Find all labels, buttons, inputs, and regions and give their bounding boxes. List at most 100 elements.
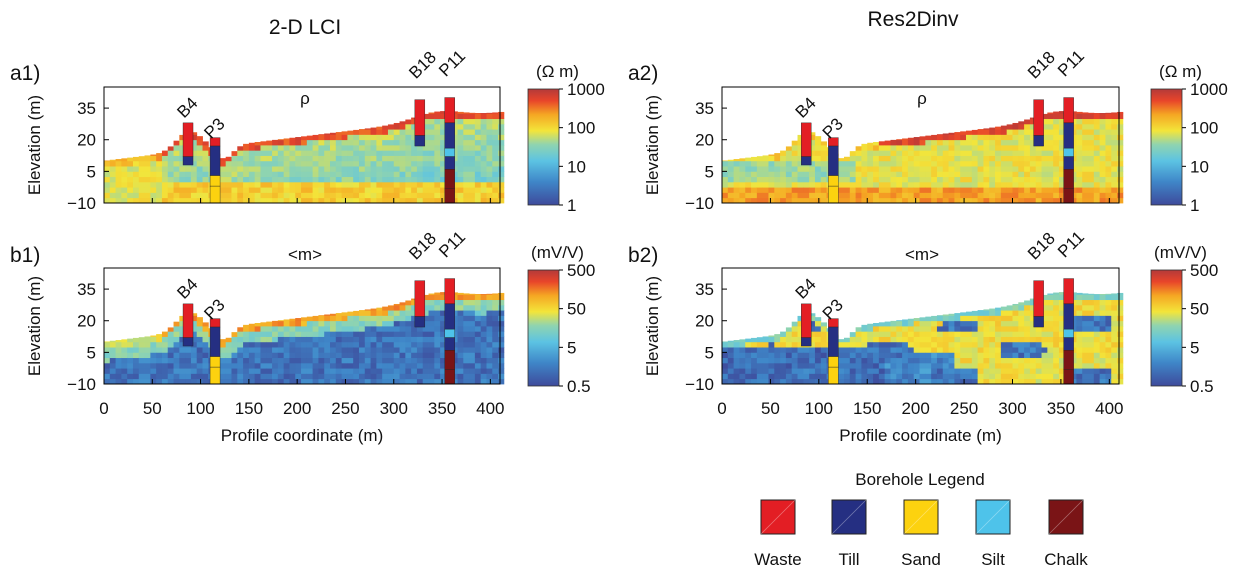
model-cell	[283, 320, 290, 327]
model-cell	[138, 187, 145, 193]
model-cell	[1099, 160, 1106, 167]
model-cell	[132, 352, 140, 359]
model-cell	[132, 171, 140, 178]
model-cell	[469, 187, 476, 193]
model-cell	[954, 166, 961, 172]
model-cell	[492, 368, 499, 374]
model-cell	[179, 326, 186, 332]
model-cell	[474, 347, 482, 353]
model-cell	[463, 123, 470, 130]
model-cell	[428, 187, 435, 193]
model-cell	[791, 171, 798, 178]
model-cell	[219, 171, 227, 178]
model-cell	[127, 181, 134, 188]
model-cell	[335, 192, 342, 199]
model-cell	[780, 362, 787, 369]
model-cell	[167, 166, 174, 172]
model-cell	[306, 181, 314, 188]
model-cell	[469, 139, 476, 146]
model-cell	[907, 192, 915, 199]
model-cell	[861, 181, 868, 188]
borehole-layer	[1033, 316, 1044, 328]
model-cell	[190, 145, 198, 151]
model-cell	[966, 192, 973, 199]
model-cell	[936, 155, 944, 162]
model-cell	[283, 197, 290, 204]
model-cell	[1082, 150, 1089, 156]
model-cell	[440, 299, 447, 306]
model-cell	[884, 378, 891, 385]
model-cell	[457, 341, 464, 348]
model-cell	[1088, 197, 1095, 204]
model-cell	[463, 112, 470, 114]
model-cell	[1088, 293, 1095, 295]
model-cell	[353, 176, 360, 183]
model-cell	[861, 326, 868, 332]
model-cell	[768, 335, 775, 337]
model-cell	[849, 155, 857, 162]
model-cell	[1082, 320, 1089, 327]
model-cell	[295, 347, 302, 353]
model-cell	[768, 347, 775, 353]
model-cell	[469, 129, 476, 135]
model-cell	[330, 320, 337, 327]
model-cell	[820, 160, 827, 167]
model-cell	[814, 320, 822, 327]
model-cell	[272, 150, 279, 156]
model-cell	[844, 181, 851, 188]
model-cell	[1018, 192, 1025, 199]
model-cell	[277, 166, 285, 172]
model-cell	[925, 357, 932, 364]
model-cell	[954, 192, 961, 199]
model-cell	[948, 368, 955, 374]
model-cell	[954, 352, 961, 359]
model-cell	[411, 139, 418, 146]
model-cell	[405, 160, 412, 167]
model-cell	[733, 176, 740, 183]
model-cell	[1117, 326, 1124, 332]
model-cell	[312, 331, 319, 337]
model-cell	[306, 362, 314, 369]
model-cell	[727, 171, 735, 178]
model-cell	[954, 320, 961, 327]
model-cell	[376, 197, 383, 204]
model-cell	[820, 331, 827, 337]
model-cell	[480, 155, 487, 162]
model-cell	[1117, 187, 1124, 193]
legend-item-sand: Sand	[901, 499, 941, 569]
model-cell	[1093, 187, 1101, 193]
model-cell	[115, 362, 122, 369]
model-cell	[919, 341, 926, 348]
model-cell	[428, 378, 435, 385]
model-cell	[104, 176, 111, 183]
model-cell	[809, 326, 816, 332]
model-cell	[318, 378, 325, 385]
model-cell	[411, 145, 418, 151]
model-cell	[387, 315, 395, 322]
model-cell	[1006, 124, 1013, 130]
model-cell	[347, 160, 354, 167]
model-cell	[995, 126, 1002, 130]
model-cell	[306, 176, 314, 183]
model-cell	[335, 326, 342, 332]
model-cell	[774, 373, 781, 380]
model-cell	[492, 352, 499, 359]
model-cell	[301, 378, 308, 385]
model-cell	[219, 166, 227, 172]
model-cell	[115, 160, 122, 167]
model-cell	[1047, 160, 1054, 167]
model-cell	[722, 341, 729, 348]
model-cell	[335, 176, 342, 183]
model-cell	[1076, 171, 1083, 178]
model-cell	[1111, 176, 1118, 183]
colorbar-gradient	[527, 88, 560, 206]
model-cell	[814, 373, 822, 380]
model-cell	[405, 139, 412, 146]
model-cell	[341, 192, 348, 199]
model-cell	[248, 341, 256, 348]
model-cell	[492, 112, 499, 114]
model-cell	[289, 352, 296, 359]
model-cell	[1024, 150, 1031, 156]
model-cell	[376, 326, 383, 332]
